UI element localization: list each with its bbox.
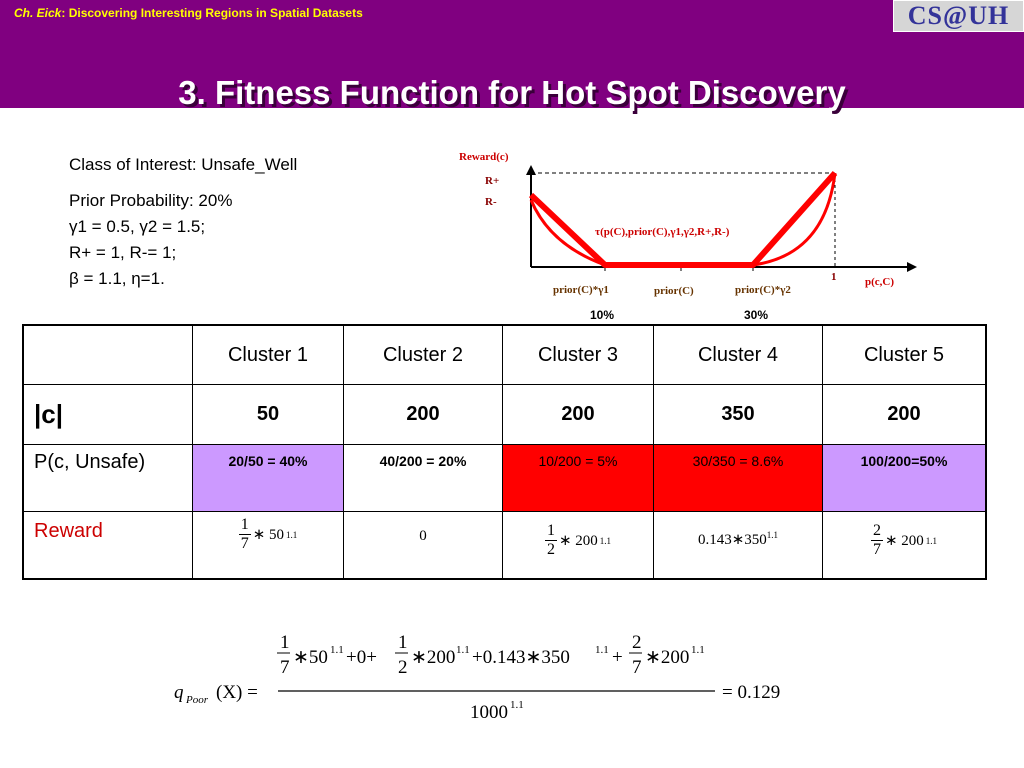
frac1-num: 1 <box>280 632 290 653</box>
reward-curves <box>528 171 838 268</box>
table-header-row: Cluster 1 Cluster 2 Cluster 3 Cluster 4 … <box>22 324 987 385</box>
reward-term: ∗ 50 <box>252 527 285 543</box>
term1: ∗50 <box>293 647 328 668</box>
reward-term: ∗ 200 <box>558 533 598 549</box>
prob-cell: 100/200=50% <box>822 444 987 512</box>
header-subtitle: Ch. Eick: Discovering Interesting Region… <box>14 6 363 20</box>
reward-function-graph: Reward(c) R+ R- τ(p(C),prior(C),γ1,γ2,R+… <box>459 151 917 297</box>
denominator-exp: 1.1 <box>510 699 524 711</box>
reward-exponent: 1.1 <box>766 530 779 540</box>
tick-label-2: prior(C) <box>654 285 694 297</box>
reward-numerator: 1 <box>544 522 557 541</box>
beta-eta-values: β = 1.1, η=1. <box>69 269 165 288</box>
term1-exp: 1.1 <box>330 644 344 656</box>
reward-zero: 0 <box>419 528 427 544</box>
frac2-num: 1 <box>398 632 408 653</box>
pct-label-10: 10% <box>590 308 615 322</box>
reward-exponent: 1.1 <box>925 535 938 546</box>
cluster-table: Cluster 1 Cluster 2 Cluster 3 Cluster 4 … <box>22 324 987 580</box>
term3: +0.143∗350 <box>472 647 570 668</box>
one-label: 1 <box>831 271 837 283</box>
slide-title: 3. Fitness Function for Hot Spot Discove… <box>178 74 846 111</box>
tick-label-1: prior(C)*γ1 <box>553 284 609 296</box>
table-row: P(c, Unsafe) 20/50 = 40% 40/200 = 20% 10… <box>22 444 987 512</box>
class-of-interest: Class of Interest: Unsafe_Well <box>69 155 298 174</box>
header-subtitle-text: : Discovering Interesting Regions in Spa… <box>61 6 363 20</box>
r-minus-label: R- <box>485 196 497 208</box>
header-cluster-3: Cluster 3 <box>502 324 654 385</box>
reward-label: Reward <box>22 511 193 580</box>
q-symbol: q <box>174 682 184 703</box>
prob-cell: 20/50 = 40% <box>192 444 344 512</box>
cs-uh-logo: CS@UH <box>893 0 1024 32</box>
prob-cell: 30/350 = 8.6% <box>653 444 823 512</box>
x-axis-label: p(c,C) <box>865 276 894 288</box>
header-cluster-1: Cluster 1 <box>192 324 344 385</box>
gamma-values: γ1 = 0.5, γ2 = 1.5; <box>69 217 206 236</box>
reward-denominator: 2 <box>546 541 555 558</box>
slide-header: Ch. Eick: Discovering Interesting Region… <box>0 0 1024 111</box>
q-subscript: Poor <box>185 694 209 706</box>
reward-denominator: 7 <box>240 535 249 552</box>
term4: ∗200 <box>645 647 689 668</box>
header-cluster-4: Cluster 4 <box>653 324 823 385</box>
prior-probability: Prior Probability: 20% <box>69 191 233 210</box>
curve-label: τ(p(C),prior(C),γ1,γ2,R+,R-) <box>595 226 730 238</box>
size-cell: 200 <box>343 384 503 445</box>
reward-cell: 0.143∗3501.1 <box>653 511 823 580</box>
term4-exp: 1.1 <box>691 644 705 656</box>
plus-sign: + <box>612 647 623 668</box>
size-label: |c| <box>22 384 193 445</box>
table-row: |c| 50 200 200 350 200 <box>22 384 987 445</box>
corner-cell <box>22 324 193 385</box>
reward-term: ∗ 200 <box>884 533 924 549</box>
frac2-den: 2 <box>398 657 408 678</box>
parameters-block: Class of Interest: Unsafe_Well Prior Pro… <box>69 152 297 292</box>
header-cluster-5: Cluster 5 <box>822 324 987 385</box>
reward-values: R+ = 1, R-= 1; <box>69 243 177 262</box>
frac4-num: 2 <box>632 632 642 653</box>
plus-zero-plus: +0+ <box>346 647 377 668</box>
size-cell: 50 <box>192 384 344 445</box>
q-poor-formula: q Poor (X) = 1 7 ∗50 1.1 +0+ 1 2 ∗200 1.… <box>174 632 780 723</box>
reward-exponent: 1.1 <box>599 535 612 546</box>
q-argument: (X) = <box>216 682 258 703</box>
term3-exp: 1.1 <box>595 644 609 656</box>
r-plus-label: R+ <box>485 175 499 187</box>
denominator: 1000 <box>470 702 508 723</box>
reward-denominator: 7 <box>872 541 881 558</box>
prob-cell: 40/200 = 20% <box>343 444 503 512</box>
header-cluster-2: Cluster 2 <box>343 324 503 385</box>
prob-label: P(c, Unsafe) <box>22 444 193 512</box>
size-cell: 350 <box>653 384 823 445</box>
y-axis-label: Reward(c) <box>459 151 509 163</box>
reward-numerator: 2 <box>870 522 883 541</box>
x-axis-arrow <box>907 262 917 272</box>
term2-exp: 1.1 <box>456 644 470 656</box>
frac1-den: 7 <box>280 657 290 678</box>
exponential-curve <box>529 172 837 267</box>
prob-cell: 10/200 = 5% <box>502 444 654 512</box>
tick-label-3: prior(C)*γ2 <box>735 284 791 296</box>
reward-exponent: 1.1 <box>286 529 298 540</box>
size-cell: 200 <box>502 384 654 445</box>
term2: ∗200 <box>411 647 455 668</box>
reward-term: 0.143∗350 <box>697 532 767 548</box>
frac4-den: 7 <box>632 657 642 678</box>
graph-labels: Reward(c) R+ R- τ(p(C),prior(C),γ1,γ2,R+… <box>459 151 894 297</box>
pct-label-30: 30% <box>744 308 769 322</box>
author-name: Ch. Eick <box>14 6 62 20</box>
reward-cell: 0 <box>343 511 503 580</box>
reward-numerator: 1 <box>238 516 251 535</box>
size-cell: 200 <box>822 384 987 445</box>
logo-text: CS@UH <box>907 1 1010 30</box>
result: = 0.129 <box>722 682 780 703</box>
